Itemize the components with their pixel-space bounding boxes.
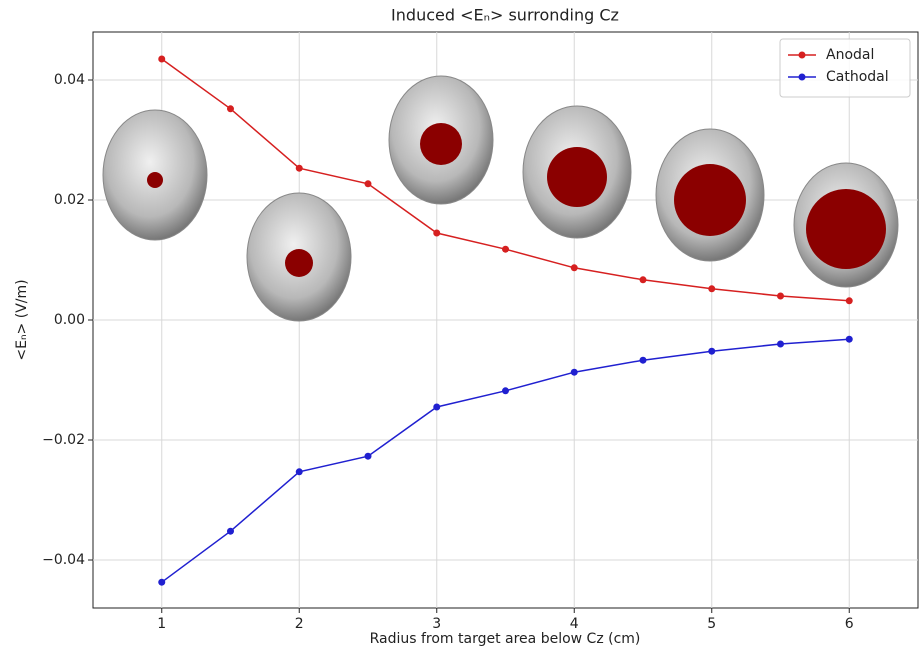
point	[502, 245, 509, 253]
point	[433, 229, 441, 237]
point	[777, 340, 784, 348]
x-tick-label: 4	[570, 616, 579, 632]
point	[845, 297, 853, 305]
point	[639, 356, 647, 364]
x-tick-label: 5	[707, 616, 716, 632]
point	[295, 468, 303, 476]
point	[158, 578, 166, 586]
point	[295, 164, 303, 172]
point	[708, 347, 716, 355]
x-tick-label: 3	[432, 616, 441, 632]
x-axis-label: Radius from target area below Cz (cm)	[370, 631, 641, 647]
x-tick-label: 2	[295, 616, 304, 632]
chart-title: Induced <Eₙ> surronding Cz	[391, 6, 619, 25]
point	[639, 276, 647, 284]
series-lines	[158, 55, 853, 586]
point	[158, 55, 166, 63]
point	[708, 285, 716, 293]
legend-label: Anodal	[826, 47, 874, 63]
legend-marker	[798, 51, 806, 59]
brain-images	[102, 75, 899, 322]
brain-image	[102, 109, 208, 241]
y-tick-label: 0.00	[54, 312, 85, 328]
x-tick-label: 6	[845, 616, 854, 632]
point	[364, 180, 372, 188]
point	[570, 264, 578, 272]
point	[433, 403, 441, 411]
legend-box	[779, 38, 911, 98]
point	[502, 387, 509, 395]
y-axis-label: <Eₙ> (V/m)	[14, 279, 30, 360]
brain-image	[522, 105, 632, 239]
y-tick-label: −0.04	[42, 552, 85, 568]
legend-label: Cathodal	[826, 69, 889, 85]
point	[227, 105, 234, 113]
point	[227, 527, 234, 535]
x-tick-label: 1	[157, 616, 166, 632]
y-tick-label: −0.02	[42, 432, 85, 448]
y-tick-label: 0.04	[54, 72, 85, 88]
legend: Anodal Cathodal	[779, 38, 911, 98]
legend-marker	[798, 73, 806, 81]
brain-image	[655, 128, 765, 262]
point	[845, 335, 853, 343]
brain-image	[388, 75, 494, 205]
point	[570, 368, 578, 376]
brain-image	[793, 162, 899, 288]
y-tick-label: 0.02	[54, 192, 85, 208]
brain-image	[246, 192, 352, 322]
point	[777, 292, 784, 300]
point	[364, 452, 372, 460]
